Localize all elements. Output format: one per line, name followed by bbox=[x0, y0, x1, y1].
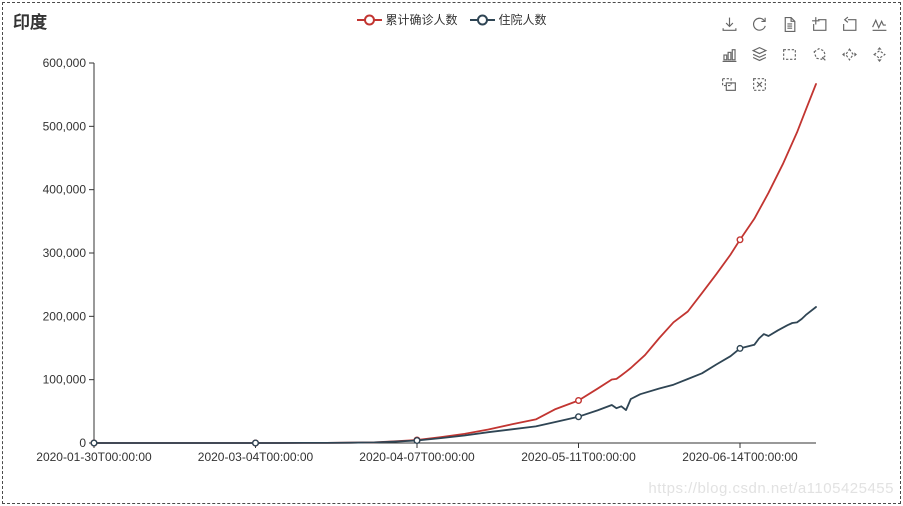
watermark: https://blog.csdn.net/a1105425455 bbox=[648, 480, 894, 497]
x-axis-label: 2020-06-14T00:00:00 bbox=[682, 450, 798, 464]
x-axis-label: 2020-03-04T00:00:00 bbox=[198, 450, 314, 464]
y-axis-label: 0 bbox=[79, 436, 86, 450]
y-axis-label: 400,000 bbox=[43, 183, 87, 197]
y-axis-label: 100,000 bbox=[43, 373, 87, 387]
chart-page: 印度 累计确诊人数住院人数 0100,000200,000300,000400,… bbox=[2, 2, 901, 504]
y-axis-label: 600,000 bbox=[43, 56, 87, 70]
series-marker-hospitalized[interactable] bbox=[737, 346, 743, 352]
series-marker-hospitalized[interactable] bbox=[253, 440, 259, 446]
x-axis-label: 2020-04-07T00:00:00 bbox=[359, 450, 475, 464]
series-marker-hospitalized[interactable] bbox=[414, 438, 420, 444]
x-axis-label: 2020-01-30T00:00:00 bbox=[36, 450, 152, 464]
series-line-hospitalized[interactable] bbox=[94, 307, 816, 443]
chart-canvas[interactable]: 0 100,000 200,000 300,000 400,000 500,000 600,… bbox=[3, 3, 902, 505]
y-axis-label: 300,000 bbox=[43, 246, 87, 260]
series-marker-hospitalized[interactable] bbox=[576, 414, 582, 420]
series-marker-hospitalized[interactable] bbox=[91, 440, 97, 446]
x-axis-label: 2020-05-11T00:00:00 bbox=[521, 450, 636, 464]
series-marker-confirmed[interactable] bbox=[737, 237, 743, 243]
series-line-confirmed[interactable] bbox=[94, 84, 816, 443]
y-axis-label: 500,000 bbox=[43, 119, 87, 133]
y-axis-label: 200,000 bbox=[43, 309, 87, 323]
series-marker-confirmed[interactable] bbox=[576, 398, 582, 404]
